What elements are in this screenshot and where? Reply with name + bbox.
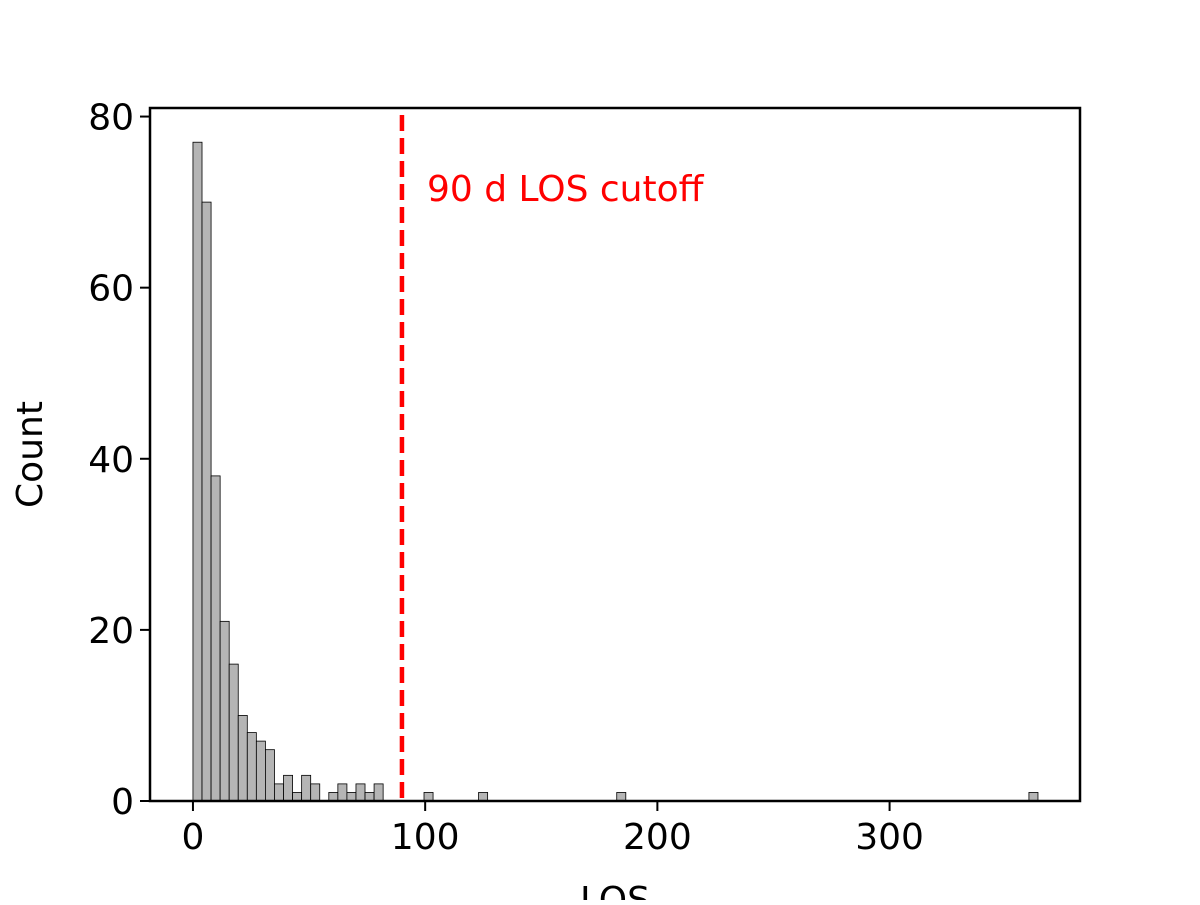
histogram-bar [1028, 792, 1039, 802]
y-tick-label: 0 [111, 782, 134, 823]
histogram-bar [274, 783, 284, 802]
histogram-bar [328, 792, 339, 802]
histogram-bar [346, 792, 357, 802]
histogram-bar [292, 792, 303, 802]
histogram-bar [210, 475, 221, 802]
y-tick-label: 40 [88, 440, 134, 481]
histogram-bar [265, 749, 275, 802]
histogram-bar [255, 740, 266, 802]
histogram-bar [337, 783, 348, 802]
plot-frame [148, 106, 1082, 803]
histogram-bar [310, 783, 321, 802]
x-tick-label: 200 [623, 817, 692, 858]
x-axis-label: LOS [580, 880, 650, 900]
x-tick-label: 0 [182, 817, 205, 858]
histogram-bar [237, 715, 248, 802]
histogram-bar [228, 663, 239, 802]
x-axis-ticks: 0 100 200 300 [182, 801, 924, 858]
histogram-bar [192, 141, 203, 802]
histogram-bar [616, 792, 627, 802]
histogram-bar [246, 732, 257, 802]
x-tick-label: 300 [855, 817, 924, 858]
y-axis-label: Count [10, 401, 51, 508]
y-tick-label: 60 [88, 269, 134, 310]
histogram-bar [423, 792, 434, 802]
histogram-bar [478, 792, 489, 802]
histogram-bar [373, 783, 384, 802]
y-axis-ticks: 0 20 40 60 80 [88, 98, 150, 823]
histogram-bar [364, 792, 375, 802]
histogram-bar [201, 201, 212, 802]
histogram-bar [283, 774, 293, 802]
y-tick-label: 80 [88, 98, 134, 139]
histogram-bar [219, 620, 230, 802]
histogram-bar [355, 783, 366, 802]
bars-group [192, 141, 1039, 802]
cutoff-annotation: 90 d LOS cutoff [427, 169, 705, 210]
y-tick-label: 20 [88, 611, 134, 652]
x-tick-label: 100 [391, 817, 460, 858]
histogram-bar [301, 774, 312, 802]
